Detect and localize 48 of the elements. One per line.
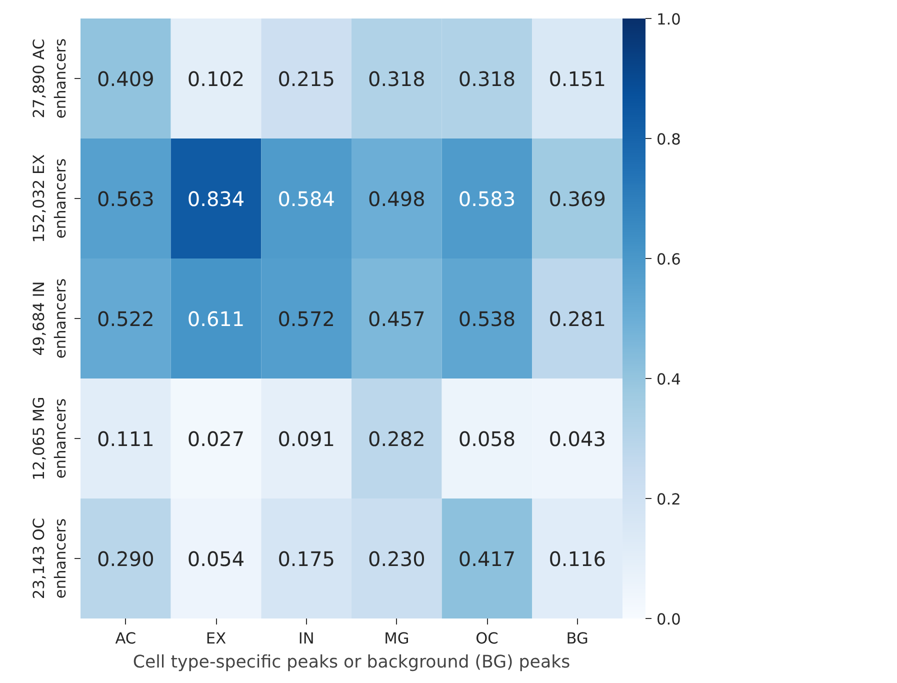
data-label: 0.369 [548,187,606,211]
y-tick-label: 12,065 MG enhancers [30,396,70,480]
x-tick-label: EX [206,630,227,648]
data-label: 0.111 [97,427,154,451]
data-label: 0.409 [97,67,154,91]
y-tick-label: 27,890 AC enhancers [30,38,70,119]
data-label: 0.054 [187,547,245,571]
color-bar-label: 0.0 [656,610,681,628]
data-label: 0.417 [458,547,516,571]
x-tick-label: OC [476,630,498,648]
data-label: 0.175 [278,547,335,571]
data-label: 0.102 [187,67,245,91]
color-bar-label: 0.4 [656,370,681,388]
y-tick-label: 23,143 OC enhancers [30,518,70,600]
data-label: 0.318 [368,67,426,91]
data-label: 0.058 [458,427,516,451]
data-label: 0.215 [278,67,335,91]
data-label: 0.584 [278,187,335,211]
data-label: 0.318 [458,67,516,91]
y-tick-label: 49,684 IN enhancers [30,278,70,359]
data-label: 0.151 [548,67,606,91]
data-label: 0.583 [458,187,516,211]
data-label: 0.230 [368,547,426,571]
data-label: 0.611 [187,307,245,331]
data-label: 0.834 [187,187,245,211]
data-label: 0.498 [368,187,426,211]
data-label: 0.538 [458,307,516,331]
y-tick-label: 152,032 EX enhancers [30,154,70,243]
color-bar-label: 0.2 [656,490,681,508]
data-label: 0.282 [368,427,426,451]
data-label: 0.290 [97,547,154,571]
data-label: 0.457 [368,307,426,331]
color-bar-label: 0.8 [656,130,681,148]
data-label: 0.116 [548,547,606,571]
x-axis-title: Cell type-specific peaks or background (BG) peaks [132,652,570,672]
data-label: 0.091 [278,427,335,451]
color-bar-label: 0.6 [656,250,681,268]
x-tick-label: BG [566,630,588,648]
data-label: 0.043 [548,427,606,451]
data-label: 0.027 [187,427,245,451]
x-tick-label: AC [115,630,136,648]
data-label: 0.522 [97,307,154,331]
color-bar-label: 1.0 [656,10,681,28]
x-tick-label: MG [384,630,410,648]
data-label: 0.281 [548,307,606,331]
data-label: 0.563 [97,187,154,211]
data-label: 0.572 [278,307,335,331]
x-tick-label: IN [298,630,314,648]
